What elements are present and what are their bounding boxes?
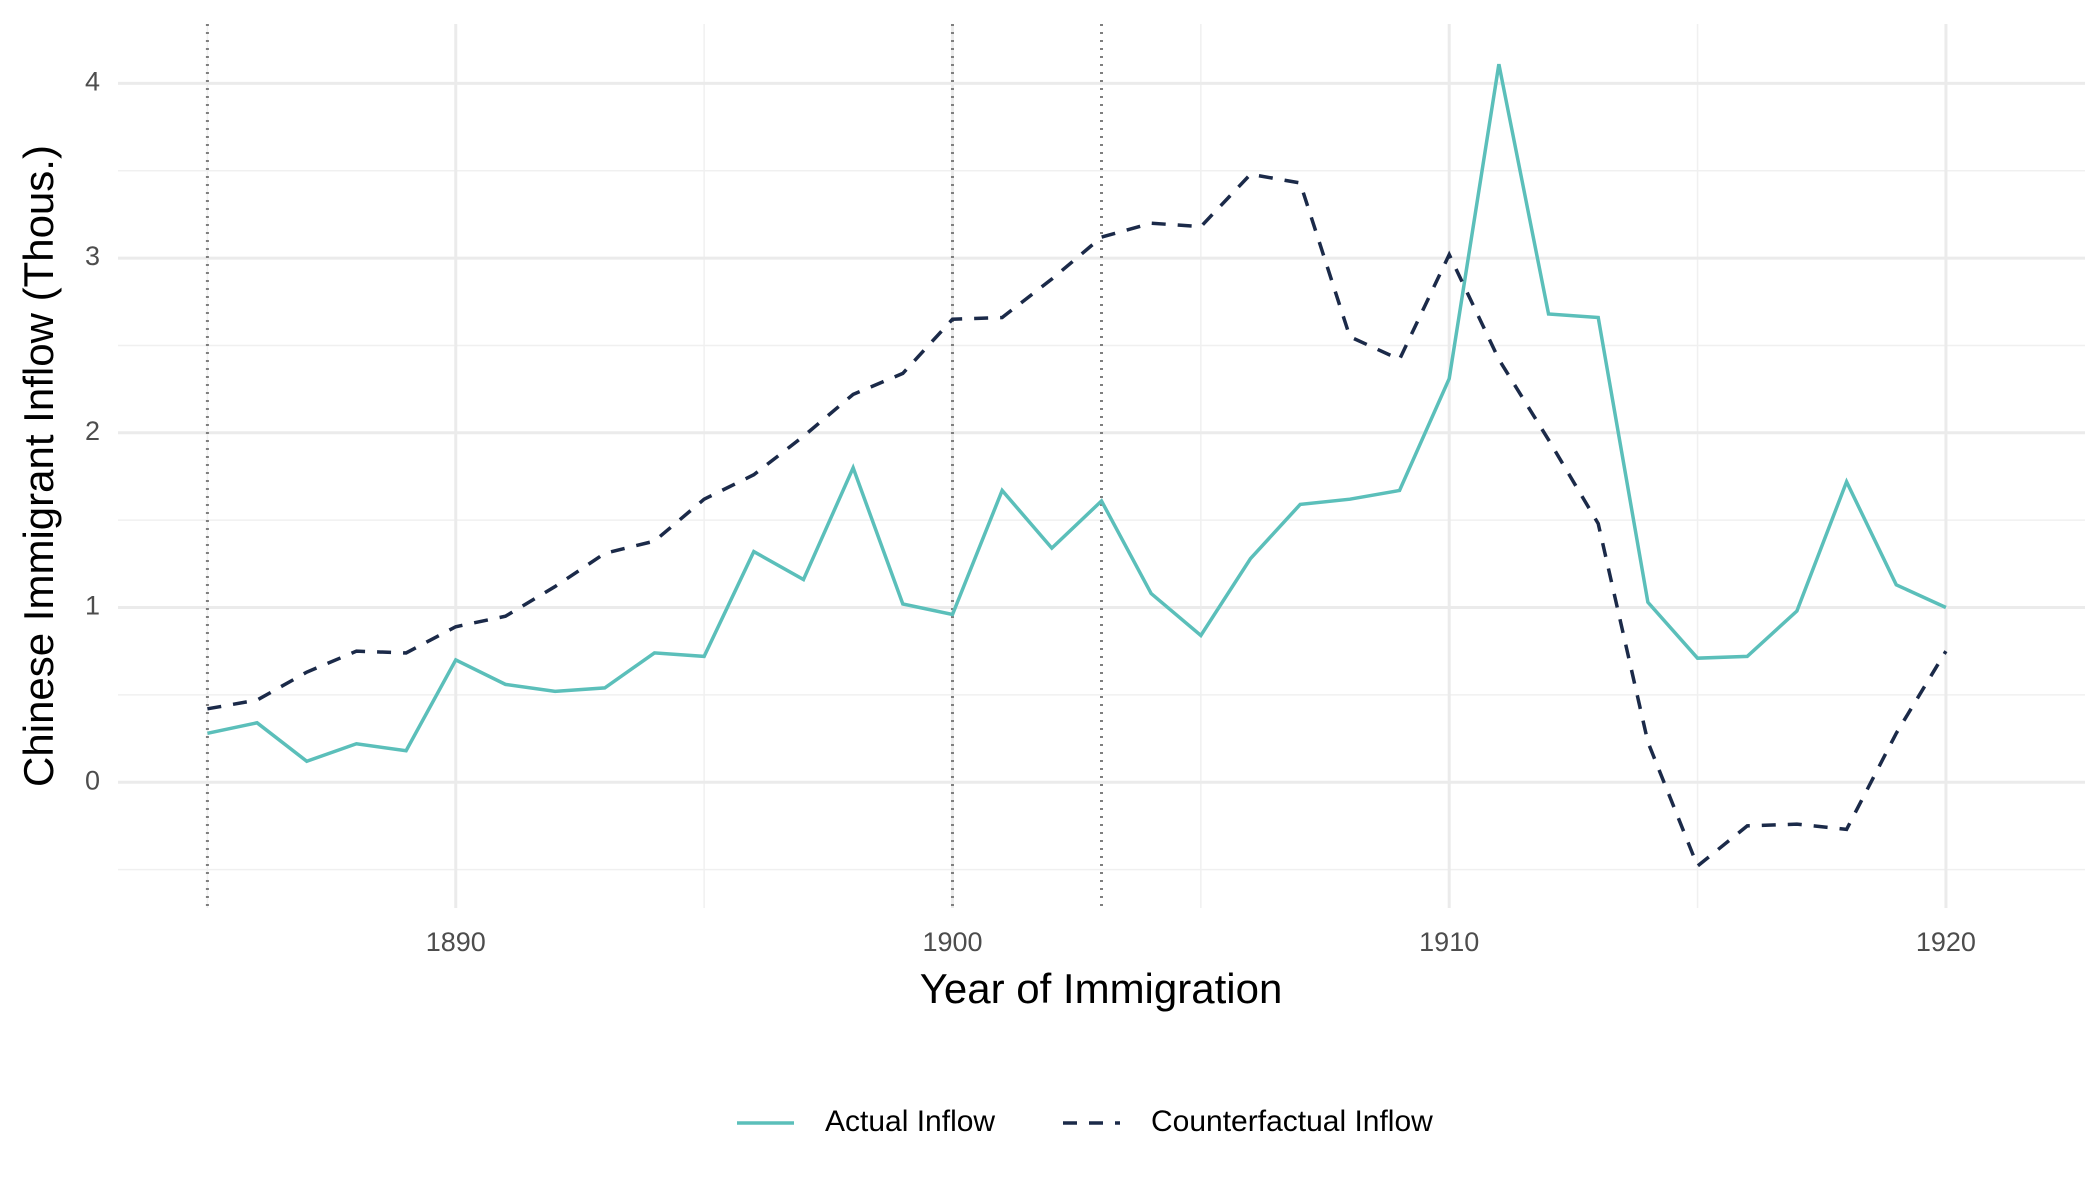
- legend-label: Counterfactual Inflow: [1151, 1105, 1433, 1138]
- x-tick-label: 1910: [1419, 927, 1479, 957]
- y-tick-label: 0: [85, 765, 100, 795]
- x-tick-label: 1890: [426, 927, 486, 957]
- y-tick-label: 4: [85, 67, 100, 97]
- x-axis-title: Year of Immigration: [920, 965, 1283, 1012]
- grid: [118, 24, 2085, 908]
- y-tick-label: 2: [85, 416, 100, 446]
- y-tick-label: 3: [85, 241, 100, 271]
- x-tick-label: 1920: [1916, 927, 1976, 957]
- series-line: [207, 63, 1947, 764]
- y-axis-title: Chinese Immigrant Inflow (Thous.): [15, 145, 62, 787]
- y-tick-label: 1: [85, 591, 100, 621]
- legend-label: Actual Inflow: [825, 1105, 995, 1138]
- x-tick-label: 1900: [922, 927, 982, 957]
